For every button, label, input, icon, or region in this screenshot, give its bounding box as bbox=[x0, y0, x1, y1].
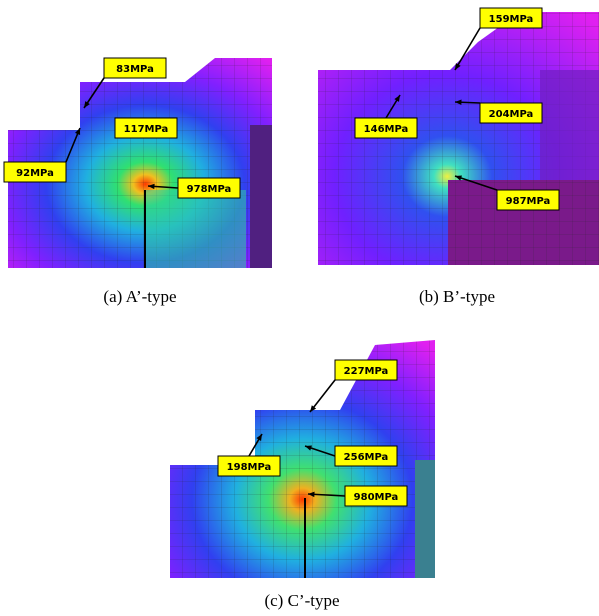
stress-label: 256MPa bbox=[344, 452, 389, 463]
stress-label: 227MPa bbox=[344, 366, 389, 377]
stress-label: 987MPa bbox=[506, 196, 551, 207]
stress-label: 92MPa bbox=[16, 168, 54, 179]
stress-label: 980MPa bbox=[354, 492, 399, 503]
stress-label: 198MPa bbox=[227, 462, 272, 473]
caption: (a) A’-type bbox=[103, 287, 176, 306]
stress-label: 159MPa bbox=[489, 14, 534, 25]
stress-label: 117MPa bbox=[124, 124, 169, 135]
stress-label: 146MPa bbox=[364, 124, 409, 135]
stress-label: 204MPa bbox=[489, 109, 534, 120]
stress-label: 83MPa bbox=[116, 64, 154, 75]
caption: (b) B’-type bbox=[419, 287, 495, 306]
stress-label: 978MPa bbox=[187, 184, 232, 195]
figure: (a) A’-type 83MPa 117MPa 92MPa 978MPa (b) B’-… bbox=[0, 0, 599, 616]
caption: (c) C’-type bbox=[264, 591, 339, 610]
